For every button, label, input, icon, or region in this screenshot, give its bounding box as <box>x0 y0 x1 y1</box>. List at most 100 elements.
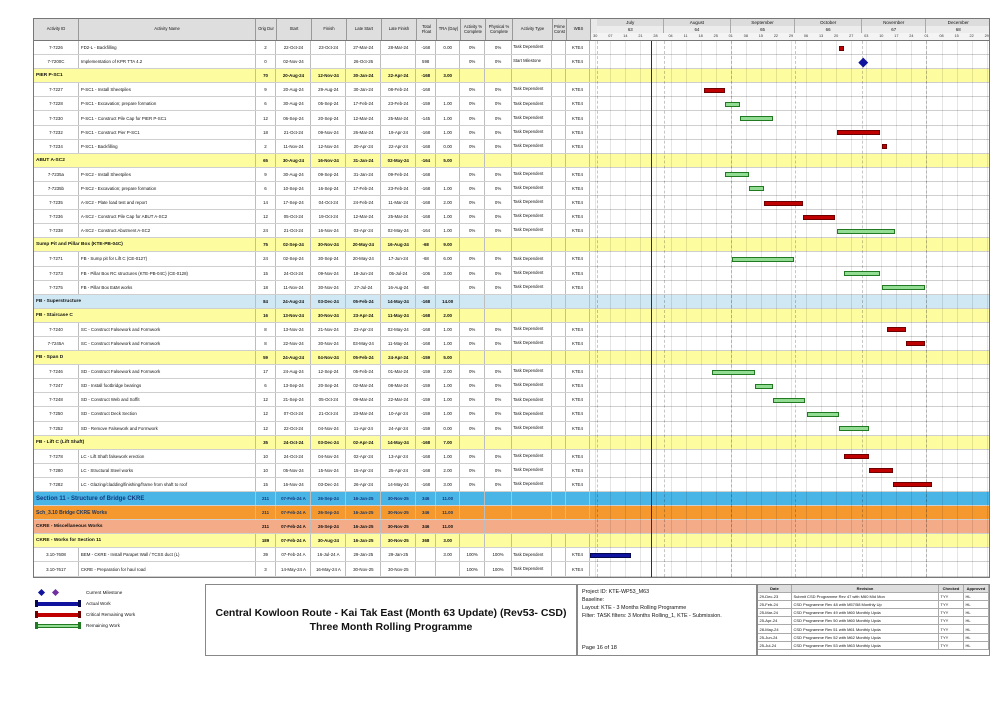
cell-at: Task Dependent <box>512 407 552 421</box>
project-info-line: Layout: KTE - 3 Months Rolling Programme <box>582 605 687 612</box>
cell-activity-id: 7-7232 <box>34 125 79 139</box>
task-row: 7-7240 SC - Construct Falsework and Formw… <box>34 322 989 337</box>
gantt-row <box>590 478 989 491</box>
cell-tra: 2.00 <box>436 463 461 477</box>
cell-wbs: KTE4 <box>566 196 590 210</box>
cell-finish: 16-May-24 A <box>311 562 347 576</box>
revision-cell: CSD Programme Rev 52 with M62 Monthly Up… <box>792 633 939 641</box>
revision-row: 25-Mar-24 CSD Programme Rev 49 with M60 M… <box>758 609 989 618</box>
week-tick-band: 30 07 14 21 28 04 11 18 25 01 08 15 22 29 06 13 20 27 03 10… <box>591 33 989 40</box>
week-tick-label: 18 <box>698 34 703 38</box>
cell-ap: 0% <box>460 336 486 351</box>
cell-ls: 30-Jan-24 <box>346 69 382 83</box>
task-row: 7-7236 A-SC2 - Construct Pile Cap for ABU… <box>34 210 989 225</box>
cell-ls: 20-Apr-24 <box>346 139 382 153</box>
cell-finish: 23-Oct-24 <box>311 41 347 55</box>
timeline-month-number: 66 <box>795 26 862 33</box>
group-title: CKRE - Miscellaneous Works <box>34 520 256 534</box>
cell-wbs: KTE4 <box>566 266 590 280</box>
cell-ls: 03-May-24 <box>346 336 382 351</box>
task-row: 7-7226 FD2-L - Backfilling 2 22-Oct-24 23-Oc… <box>34 41 989 56</box>
cell-start: 05-Nov-24 <box>276 463 312 477</box>
task-row: 7-7250 SD - Construct Deck Section 12 07-Oc… <box>34 407 989 422</box>
cell-start: 13-Nov-24 <box>276 308 312 322</box>
cell-pc <box>552 252 566 266</box>
cell-tra: 11.00 <box>436 520 461 534</box>
task-row: 7-7234 P-SC1 - Backfilling 2 11-Nov-24 12-No… <box>34 139 989 154</box>
cell-pp: 0% <box>485 139 513 153</box>
revision-cell: CSD Programme Rev 51 with M61 Monthly Up… <box>792 625 939 633</box>
cell-wbs: KTE4 <box>566 548 590 562</box>
cell-pp: 0% <box>485 125 513 139</box>
cell-tra: 1.00 <box>436 97 461 111</box>
cell-pp <box>485 520 513 534</box>
cell-start: 07-Feb-24 A <box>276 548 312 562</box>
cell-pp: 0% <box>485 41 513 55</box>
revision-cell: TYY <box>939 609 964 617</box>
project-info-block: Project ID: KTE-WP53_M63 Baseline: Layout:… <box>577 584 757 656</box>
cell-ls: 20-May-24 <box>346 252 382 266</box>
gantt-bar-remaining <box>882 285 926 291</box>
cell-pc <box>552 139 566 153</box>
week-tick-label: 22 <box>969 34 974 38</box>
cell-ap: 0% <box>460 407 486 421</box>
cell-pp <box>485 238 513 252</box>
revision-cell: CSD Programme Rev 48 with M57/58 Monthly… <box>792 601 939 609</box>
cell-wbs: KTE4 <box>566 97 590 111</box>
cell-pc <box>552 308 566 322</box>
cell-at: Task Dependent <box>512 477 552 491</box>
gantt-row <box>590 126 989 139</box>
cell-ap: 0% <box>460 97 486 111</box>
week-tick-label: 15 <box>758 34 764 38</box>
group-title: ABUT A-SC2 <box>34 153 256 167</box>
cell-activity-name: P-SC1 - Excavation; prepare formation <box>79 97 256 111</box>
cell-pp <box>485 153 513 167</box>
cell-start: 10-Sep-24 <box>276 181 312 196</box>
cell-ap <box>460 506 486 520</box>
cell-pp: 0% <box>485 97 513 111</box>
gantt-bar-critical <box>764 200 803 206</box>
cell-finish: 16-Sep-24 <box>311 181 347 196</box>
gantt-row <box>590 97 989 110</box>
cell-wbs: KTE4 <box>566 379 590 393</box>
cell-tf <box>416 562 437 576</box>
cell-tra <box>436 55 461 69</box>
cell-tf: -168 <box>416 83 437 97</box>
cell-od: 189 <box>256 534 277 548</box>
task-row: 7-7227 P-SC1 - Install Sheetpiles 9 20-Aug-… <box>34 83 989 98</box>
cell-tf: -168 <box>416 336 437 351</box>
cell-lf <box>381 55 417 69</box>
cell-od: 15 <box>256 477 277 491</box>
week-tick-label: 06 <box>803 34 809 38</box>
week-tick-label: 29 <box>788 34 794 38</box>
group-row: CKRE - Miscellaneous Works 211 07-Feb-24 A… <box>34 520 989 535</box>
cell-pp: 0% <box>485 196 513 210</box>
week-tick-label: 17 <box>894 34 899 38</box>
cell-tf: -159 <box>416 421 437 435</box>
revision-cell: HL <box>964 633 989 641</box>
cell-wbs <box>566 520 590 534</box>
cell-ap: 0% <box>460 449 486 463</box>
cell-at: Task Dependent <box>512 393 552 407</box>
gantt-bar-critical <box>703 87 726 93</box>
cell-tra: 1.00 <box>436 111 461 125</box>
cell-ap: 0% <box>460 41 486 55</box>
cell-lf: 28-Mar-24 <box>381 41 417 55</box>
cell-od: 12 <box>256 393 277 407</box>
group-title: Sump Pit and Pillar Box (KTE-PB-04C) <box>34 238 256 252</box>
cell-start: 11-Nov-24 <box>276 139 312 153</box>
cell-od: 84 <box>256 294 277 308</box>
cell-ls: 18-Jun-24 <box>346 266 382 280</box>
cell-pp <box>485 435 513 449</box>
cell-tf: -159 <box>416 365 437 379</box>
cell-pc <box>552 365 566 379</box>
cell-od: 12 <box>256 407 277 421</box>
cell-lf: 22-Apr-24 <box>381 139 417 153</box>
cell-at <box>512 506 552 520</box>
cell-finish: 30-Nov-24 <box>311 308 347 322</box>
group-title: FB - Superstructure <box>34 294 256 308</box>
cell-pc <box>552 492 566 506</box>
cell-pc <box>552 449 566 463</box>
cell-finish: 20-Sep-24 <box>311 111 347 125</box>
revision-header-cell: Date <box>758 585 792 593</box>
